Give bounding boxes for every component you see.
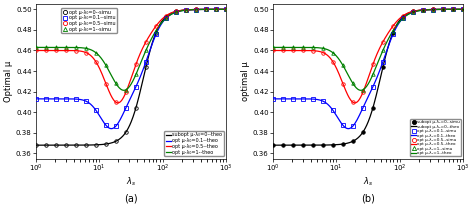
X-axis label: $\lambda_s$: $\lambda_s$	[363, 175, 373, 188]
Text: (a): (a)	[124, 194, 138, 204]
X-axis label: $\lambda_s$: $\lambda_s$	[126, 175, 136, 188]
Y-axis label: optimal μ: optimal μ	[241, 62, 250, 101]
Legend: subopt μ-λ₀=0--simu, subopt μ-λ₀=0--theo, opt μ-λ₀=0.1--simu, opt μ-λ₀=0.1--theo: subopt μ-λ₀=0--simu, subopt μ-λ₀=0--theo…	[410, 119, 461, 156]
Legend: subopt μ-λ₀=0--theo, opt μ-λ₀=0.1--theo, opt μ-λ₀=0.5--theo, opt μ-λ₀=1--theo: subopt μ-λ₀=0--theo, opt μ-λ₀=0.1--theo,…	[164, 131, 224, 156]
Text: (b): (b)	[361, 194, 375, 204]
Y-axis label: Optimal μ: Optimal μ	[4, 61, 13, 102]
